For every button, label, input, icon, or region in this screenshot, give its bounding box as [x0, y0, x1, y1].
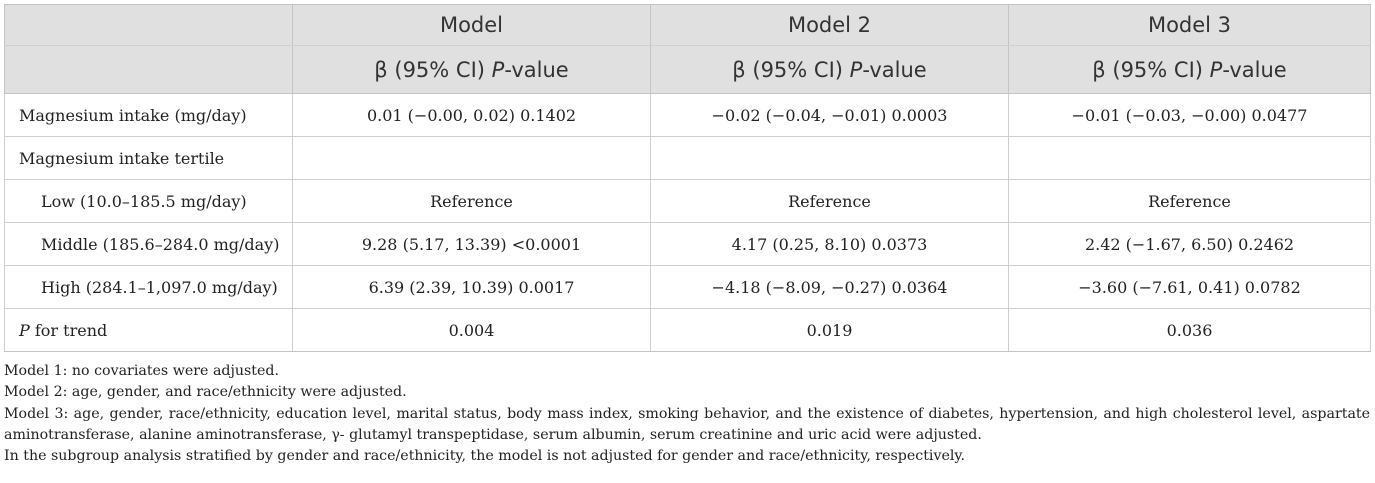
table-cell: 6.39 (2.39, 10.39) 0.0017: [292, 265, 651, 309]
header-empty-cell: [4, 4, 293, 46]
row-label: Middle (185.6–284.0 mg/day): [4, 222, 293, 266]
header-model-1: Model: [292, 4, 651, 46]
table-cell: 0.036: [1008, 308, 1371, 352]
row-label: Magnesium intake tertile: [4, 136, 293, 180]
header-stat-2: β (95% CI) P-value: [650, 45, 1009, 94]
results-table-container: Model Model 2 Model 3 β (95% CI) P-value…: [4, 4, 1371, 467]
table-cell: 9.28 (5.17, 13.39) <0.0001: [292, 222, 651, 266]
header-stat-1: β (95% CI) P-value: [292, 45, 651, 94]
table-cell: [1008, 136, 1371, 180]
table-row: Middle (185.6–284.0 mg/day) 9.28 (5.17, …: [4, 222, 1371, 266]
table-cell: 0.004: [292, 308, 651, 352]
table-cell: 4.17 (0.25, 8.10) 0.0373: [650, 222, 1009, 266]
footnote: Model 1: no covariates were adjusted.: [4, 363, 280, 379]
table-row: Low (10.0–185.5 mg/day) Reference Refere…: [4, 179, 1371, 223]
table-cell: −3.60 (−7.61, 0.41) 0.0782: [1008, 265, 1371, 309]
table-cell: Reference: [650, 179, 1009, 223]
table-header: Model Model 2 Model 3 β (95% CI) P-value…: [4, 4, 1371, 94]
footnote: In the subgroup analysis stratified by g…: [4, 448, 966, 465]
header-empty-cell: [4, 45, 293, 94]
table-cell: Reference: [1008, 179, 1371, 223]
table-row: P for trend 0.004 0.019 0.036: [4, 308, 1371, 352]
table-cell: Reference: [292, 179, 651, 223]
table-cell: [650, 136, 1009, 180]
table-cell: −0.01 (−0.03, −0.00) 0.0477: [1008, 93, 1371, 137]
table-body: Magnesium intake (mg/day) 0.01 (−0.00, 0…: [4, 93, 1371, 352]
header-row-models: Model Model 2 Model 3: [4, 4, 1371, 46]
table-row: Magnesium intake tertile: [4, 136, 1371, 180]
table-cell: 0.01 (−0.00, 0.02) 0.1402: [292, 93, 651, 137]
table-cell: −0.02 (−0.04, −0.01) 0.0003: [650, 93, 1009, 137]
row-label: Magnesium intake (mg/day): [4, 93, 293, 137]
row-label: High (284.1–1,097.0 mg/day): [4, 265, 293, 309]
header-row-stats: β (95% CI) P-value β (95% CI) P-value β …: [4, 45, 1371, 94]
table-row: High (284.1–1,097.0 mg/day) 6.39 (2.39, …: [4, 265, 1371, 309]
table-cell: [292, 136, 651, 180]
row-label: P for trend: [4, 308, 293, 352]
table-cell: 0.019: [650, 308, 1009, 352]
table-cell: −4.18 (−8.09, −0.27) 0.0364: [650, 265, 1009, 309]
table-footnotes: Model 1: no covariates were adjusted. Mo…: [4, 361, 1370, 467]
header-model-3: Model 3: [1008, 4, 1371, 46]
header-stat-3: β (95% CI) P-value: [1008, 45, 1371, 94]
regression-results-table: Model Model 2 Model 3 β (95% CI) P-value…: [4, 4, 1371, 352]
footnote: Model 2: age, gender, and race/ethnicity…: [4, 384, 407, 401]
table-row: Magnesium intake (mg/day) 0.01 (−0.00, 0…: [4, 93, 1371, 137]
footnote: Model 3: age, gender, race/ethnicity, ed…: [4, 405, 1370, 443]
table-cell: 2.42 (−1.67, 6.50) 0.2462: [1008, 222, 1371, 266]
row-label: Low (10.0–185.5 mg/day): [4, 179, 293, 223]
header-model-2: Model 2: [650, 4, 1009, 46]
